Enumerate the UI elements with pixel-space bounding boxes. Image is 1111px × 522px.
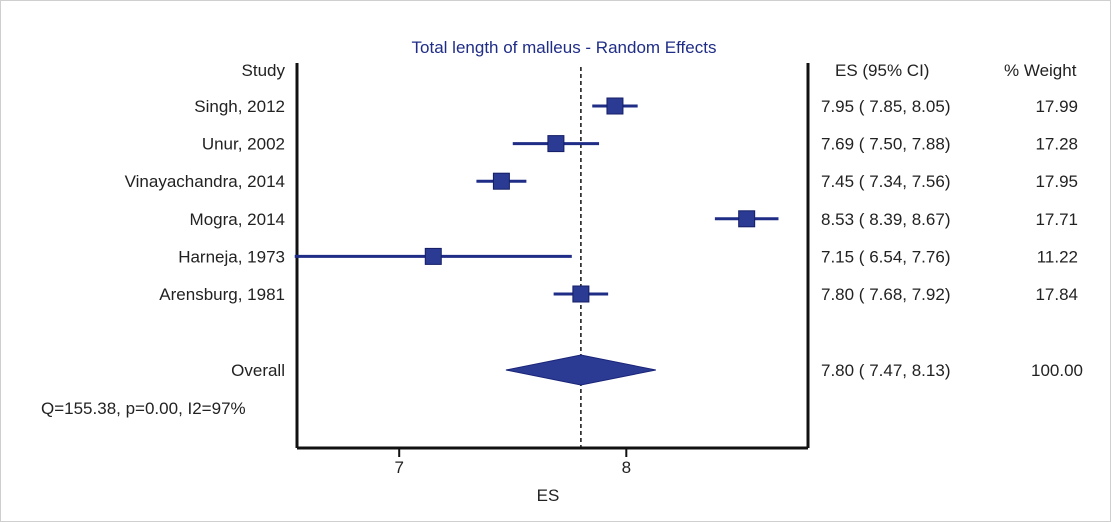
x-tick-label: 8 [622,458,631,477]
overall-es-ci: 7.80 ( 7.47, 8.13) [821,361,950,380]
study-effect-marker [547,135,565,153]
study-name: Unur, 2002 [202,135,285,154]
study-weight: 17.84 [1035,285,1078,304]
study-weight: 17.28 [1035,135,1078,154]
study-es-ci: 7.15 ( 6.54, 7.76) [821,247,950,266]
study-weight: 17.95 [1035,172,1078,191]
study-es-ci: 7.45 ( 7.34, 7.56) [821,172,950,191]
study-effect-marker [606,97,624,115]
overall-weight: 100.00 [1031,361,1083,380]
study-name: Arensburg, 1981 [159,285,285,304]
es-column-header: ES (95% CI) [835,61,929,80]
study-name: Mogra, 2014 [190,210,285,229]
overall-effect-diamond [505,354,656,386]
study-es-ci: 7.95 ( 7.85, 8.05) [821,97,950,116]
study-column-header: Study [242,61,286,80]
study-weight: 17.99 [1035,97,1078,116]
study-name: Singh, 2012 [194,97,285,116]
study-es-ci: 7.69 ( 7.50, 7.88) [821,135,950,154]
x-axis-label: ES [537,486,560,505]
study-name: Vinayachandra, 2014 [125,172,285,191]
study-effect-marker [738,210,756,228]
study-effect-marker [572,285,590,303]
study-effect-marker [424,247,442,265]
study-name: Harneja, 1973 [178,247,285,266]
study-es-ci: 7.80 ( 7.68, 7.92) [821,285,950,304]
x-tick-label: 7 [394,458,403,477]
weight-column-header: % Weight [1004,61,1077,80]
study-weight: 11.22 [1037,247,1078,266]
heterogeneity-statistics: Q=155.38, p=0.00, I2=97% [41,399,246,418]
study-weight: 17.71 [1035,210,1078,229]
overall-label: Overall [231,361,285,380]
study-es-ci: 8.53 ( 8.39, 8.67) [821,210,950,229]
chart-title: Total length of malleus - Random Effects [412,38,717,57]
study-effect-marker [492,172,510,190]
